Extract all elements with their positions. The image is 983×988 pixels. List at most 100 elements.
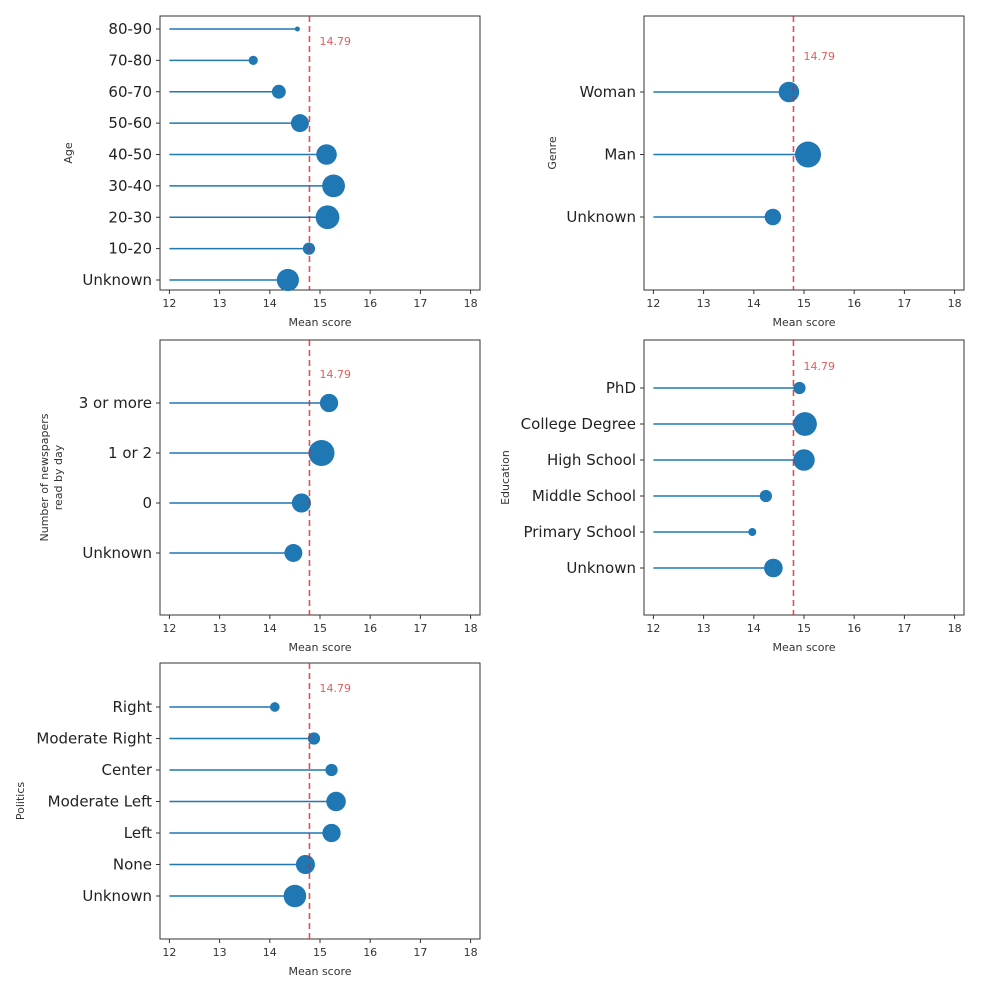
data-point-middle-school [759, 489, 772, 503]
x-tick-label: 18 [464, 622, 478, 635]
y-tick-label-10-20: 10-20 [108, 240, 152, 258]
panel-newspapers: 12 13 14 15 16 17 18 Mean score Number of newspa… [38, 339, 481, 654]
data-point-right [269, 702, 280, 712]
y-tick-label-phd: PhD [606, 379, 636, 397]
y-axis-label: Age [62, 142, 75, 164]
x-tick-label: 12 [162, 946, 176, 959]
data-point-moderate-left [326, 791, 346, 812]
x-tick-label: 15 [313, 297, 327, 310]
panel-age: 12 13 14 15 16 17 18 Mean score Age 80-90 70-80 60-… [62, 15, 481, 329]
y-tick-label-moderate-right: Moderate Right [36, 730, 152, 748]
mean-reference-label: 14.79 [803, 360, 835, 373]
y-tick-label-middle-school: Middle School [532, 487, 636, 505]
x-tick-label: 15 [797, 622, 811, 635]
y-tick-label-left: Left [124, 824, 152, 842]
y-tick-label-40-50: 40-50 [108, 146, 152, 164]
x-tick-label: 14 [263, 622, 277, 635]
data-point-high-school [793, 449, 815, 471]
x-tick-label: 14 [263, 297, 277, 310]
x-tick-label: 14 [747, 622, 761, 635]
y-axis-label: Genre [546, 136, 559, 170]
y-axis-label: Politics [14, 782, 27, 821]
data-point-college-degree [793, 412, 817, 436]
panel-education: 12 13 14 15 16 17 18 Mean score Education PhD Coll… [499, 339, 965, 654]
y-tick-label-moderate-left: Moderate Left [48, 793, 152, 811]
y-tick-label-right: Right [113, 698, 153, 716]
y-tick-label-3-or-more: 3 or more [79, 394, 152, 412]
x-tick-label: 14 [263, 946, 277, 959]
y-tick-label-20-30: 20-30 [108, 208, 152, 226]
y-axis-label: Education [499, 450, 512, 505]
panel-genre: 12 13 14 15 16 17 18 Mean score Genre Woman Man Unk… [546, 15, 965, 329]
x-tick-label: 14 [747, 297, 761, 310]
x-tick-label: 13 [697, 622, 711, 635]
x-tick-label: 16 [363, 622, 377, 635]
mean-reference-label: 14.79 [319, 35, 351, 48]
data-point-0 [291, 493, 311, 513]
data-point-unknown [764, 208, 782, 226]
data-point-unknown [284, 544, 303, 562]
y-tick-label-primary-school: Primary School [523, 523, 636, 541]
data-point-woman [778, 81, 800, 103]
data-point-50-60 [290, 114, 309, 133]
y-tick-label-60-70: 60-70 [108, 83, 152, 101]
data-point-1-or-2 [308, 440, 335, 466]
y-tick-label-0: 0 [142, 494, 152, 512]
data-point-60-70 [271, 84, 286, 99]
y-axis-label: Number of newspapersread by day [38, 413, 65, 541]
x-tick-label: 16 [363, 946, 377, 959]
y-tick-label-unknown: Unknown [566, 559, 636, 577]
x-tick-label: 13 [213, 622, 227, 635]
y-tick-label-unknown: Unknown [82, 887, 152, 905]
x-tick-label: 15 [313, 946, 327, 959]
y-tick-label-30-40: 30-40 [108, 177, 152, 195]
data-point-80-90 [294, 26, 300, 32]
data-point-left [322, 823, 341, 843]
x-axis-label: Mean score [772, 316, 835, 329]
x-tick-label: 16 [847, 622, 861, 635]
plot-frame [159, 339, 481, 616]
x-tick-label: 16 [363, 297, 377, 310]
y-tick-label-1-or-2: 1 or 2 [108, 444, 152, 462]
data-point-phd [793, 381, 806, 395]
y-tick-label-unknown: Unknown [82, 271, 152, 289]
x-tick-label: 17 [897, 297, 911, 310]
mean-reference-label: 14.79 [319, 682, 351, 695]
x-tick-label: 15 [797, 297, 811, 310]
x-tick-label: 17 [413, 297, 427, 310]
plot-frame [643, 339, 965, 616]
x-tick-label: 13 [213, 297, 227, 310]
y-tick-label-50-60: 50-60 [108, 114, 152, 132]
panel-politics: 12 13 14 15 16 17 18 Mean score Politics Right Mod… [14, 662, 481, 978]
data-point-primary-school [748, 528, 757, 536]
data-point-man [795, 141, 822, 168]
x-tick-label: 13 [213, 946, 227, 959]
mean-reference-label: 14.79 [319, 368, 351, 381]
x-tick-label: 16 [847, 297, 861, 310]
x-tick-label: 12 [162, 297, 176, 310]
y-tick-label-center: Center [102, 761, 153, 779]
data-point-30-40 [322, 174, 345, 198]
x-axis-label: Mean score [288, 641, 351, 654]
y-tick-label-high-school: High School [547, 451, 636, 469]
x-tick-label: 15 [313, 622, 327, 635]
y-tick-label-80-90: 80-90 [108, 20, 152, 38]
x-tick-label: 18 [948, 297, 962, 310]
y-tick-label-none: None [113, 856, 152, 874]
x-tick-label: 12 [646, 622, 660, 635]
mean-reference-label: 14.79 [803, 50, 835, 63]
y-tick-label-unknown: Unknown [82, 544, 152, 562]
x-tick-label: 17 [413, 622, 427, 635]
data-point-unknown [764, 558, 783, 578]
x-tick-label: 12 [646, 297, 660, 310]
y-tick-label-college-degree: College Degree [521, 415, 636, 433]
y-tick-label-unknown: Unknown [566, 208, 636, 226]
y-tick-label-man: Man [604, 146, 636, 164]
data-point-none [295, 854, 315, 875]
x-tick-label: 18 [464, 946, 478, 959]
x-axis-label: Mean score [288, 316, 351, 329]
data-point-unknown [276, 268, 299, 292]
x-tick-label: 17 [413, 946, 427, 959]
